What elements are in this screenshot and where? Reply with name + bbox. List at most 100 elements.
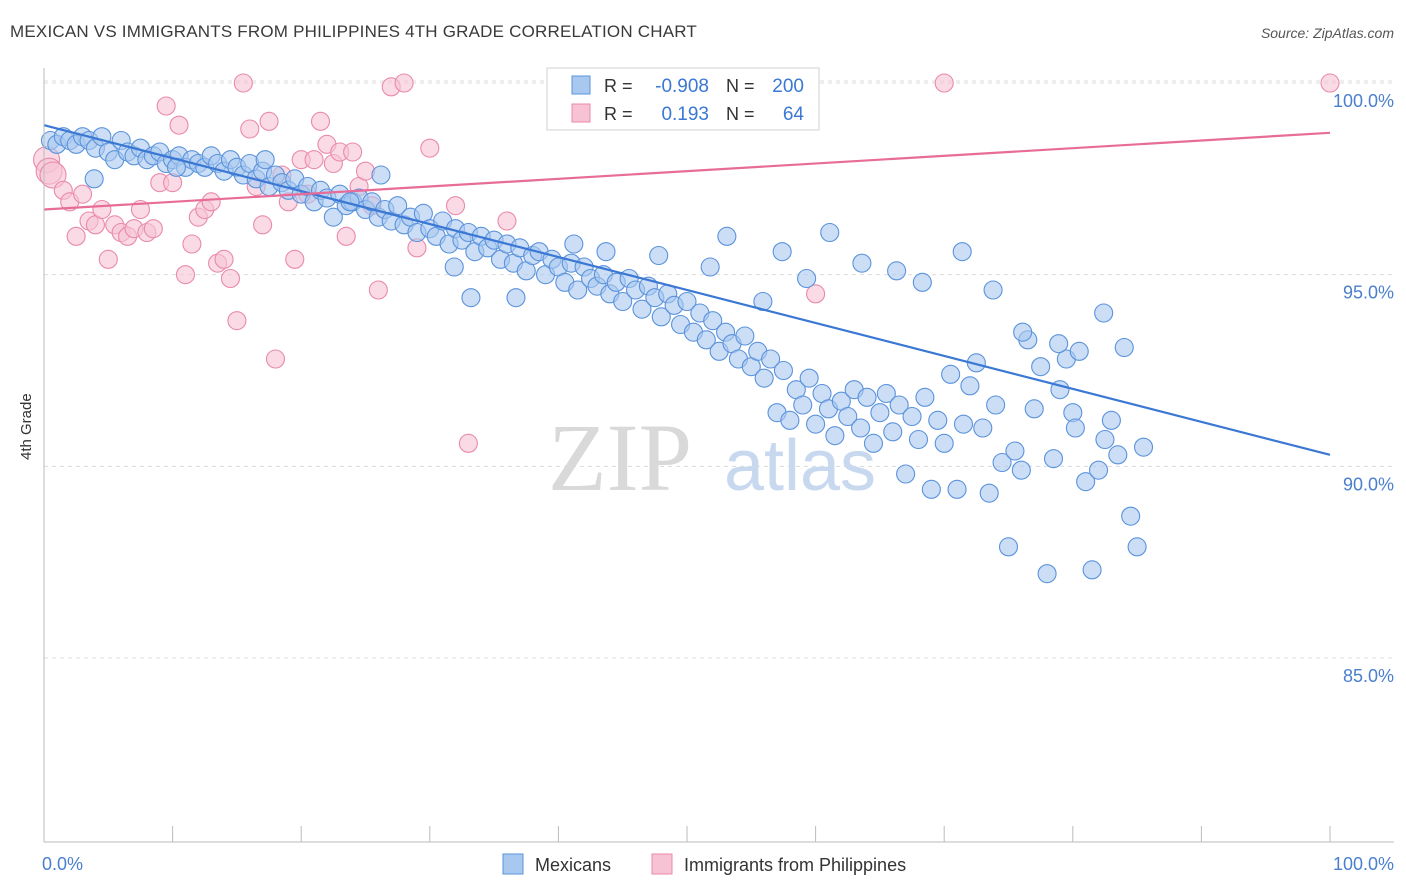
philippines-point-31 xyxy=(233,73,253,93)
mexicans-point-186 xyxy=(797,268,817,289)
mexicans-point-119 xyxy=(806,414,826,434)
mexicans-point-161 xyxy=(1076,472,1096,492)
mexicans-point-112 xyxy=(761,349,781,369)
legend-r-value-1: -0.908 xyxy=(655,76,709,97)
mexicans-point-136 xyxy=(915,387,935,407)
mexicans-point-160 xyxy=(1069,341,1089,361)
philippines-point-61 xyxy=(806,284,826,304)
philippines-point-52 xyxy=(368,280,388,300)
mexicans-point-92 xyxy=(632,299,652,319)
trend-lines xyxy=(43,124,1331,456)
mexicans-point-187 xyxy=(820,222,840,243)
mexicans-point-155 xyxy=(1037,564,1057,584)
philippines-point-48 xyxy=(343,142,363,162)
mexicans-point-127 xyxy=(857,387,877,407)
mexicans-point-102 xyxy=(696,330,716,350)
philippines-point-28 xyxy=(214,249,234,269)
legend-n-label-2: N = xyxy=(726,104,755,124)
philippines-point-10 xyxy=(98,249,118,269)
philippines-point-47 xyxy=(336,226,356,246)
philippines-point-56 xyxy=(420,138,440,158)
x-tick-label-min: 0.0% xyxy=(42,854,83,874)
philippines-point-54 xyxy=(394,73,414,93)
mexicans-point-176 xyxy=(444,257,464,277)
philippines-point-21 xyxy=(169,115,189,135)
mexicans-point-131 xyxy=(883,422,903,442)
series-legend-label-philippines: Immigrants from Philippines xyxy=(684,855,906,875)
series-legend-swatch-mexicans xyxy=(502,853,524,875)
legend-n-value-2: 64 xyxy=(783,104,805,125)
philippines-point-43 xyxy=(310,111,331,131)
philippines-point-57 xyxy=(445,196,466,216)
mexicans-point-180 xyxy=(596,242,616,262)
mexicans-point-182 xyxy=(700,257,720,277)
mexicans-point-54 xyxy=(388,196,408,216)
mexicans-point-151 xyxy=(1011,460,1031,480)
mexicans-point-142 xyxy=(953,414,974,434)
mexicans-point-126 xyxy=(851,418,871,438)
mexicans-point-118 xyxy=(799,368,819,388)
mexicans-point-95 xyxy=(651,307,671,327)
mexicans-point-148 xyxy=(992,452,1012,473)
mexicans-point-156 xyxy=(1043,449,1064,469)
mexicans-point-140 xyxy=(941,364,961,384)
y-tick-labels: 85.0% 90.0% 95.0% 100.0% xyxy=(1333,91,1394,686)
philippines-point-29 xyxy=(220,268,241,289)
mexicans-point-146 xyxy=(979,483,999,503)
philippines-point-2 xyxy=(39,161,67,189)
mexicans-point-114 xyxy=(773,360,794,381)
mexicans-point-165 xyxy=(1101,410,1121,430)
series-legend-label-mexicans: Mexicans xyxy=(535,855,611,875)
mexicans-point-167 xyxy=(1114,337,1134,358)
philippines-point-63 xyxy=(1320,73,1340,93)
philippines-point-17 xyxy=(143,219,163,239)
philippines-point-39 xyxy=(285,249,305,269)
philippines-point-34 xyxy=(253,215,273,235)
mexicans-point-145 xyxy=(973,418,993,438)
philippines-points xyxy=(33,73,1340,453)
philippines-point-19 xyxy=(156,96,176,116)
mexicans-point-141 xyxy=(947,479,967,499)
y-tick-label-2: 95.0% xyxy=(1343,283,1394,303)
y-tick-label-0: 85.0% xyxy=(1343,666,1394,686)
mexicans-point-108 xyxy=(735,326,755,346)
mexicans-point-183 xyxy=(717,226,737,246)
philippines-point-36 xyxy=(265,349,286,369)
mexicans-point-153 xyxy=(1024,399,1044,419)
mexicans-point-168 xyxy=(1121,506,1141,526)
mexicans-point-177 xyxy=(461,288,481,308)
mexicans-point-173 xyxy=(255,150,275,170)
philippines-point-30 xyxy=(227,311,247,331)
y-tick-label-3: 100.0% xyxy=(1333,91,1394,111)
mexicans-point-194 xyxy=(1049,334,1069,354)
mexicans-point-44 xyxy=(323,207,343,227)
mexicans-point-117 xyxy=(793,395,813,415)
legend-n-label-1: N = xyxy=(726,76,755,96)
philippines-point-32 xyxy=(240,119,260,139)
series-legend: Mexicans Immigrants from Philippines xyxy=(502,853,906,875)
correlation-legend: R = -0.908 N = 200 R = 0.193 N = 64 xyxy=(546,67,820,131)
legend-r-value-2: 0.193 xyxy=(661,104,709,125)
mexicans-point-138 xyxy=(928,410,948,430)
watermark-atlas: atlas xyxy=(724,426,876,506)
mexicans-point-124 xyxy=(838,406,858,427)
mexicans-point-166 xyxy=(1108,445,1128,465)
mexicans-point-192 xyxy=(983,280,1003,300)
mexicans-point-122 xyxy=(825,426,845,446)
series-legend-swatch-philippines xyxy=(651,853,673,875)
chart-title: MEXICAN VS IMMIGRANTS FROM PHILIPPINES 4… xyxy=(10,22,697,41)
philippines-point-9 xyxy=(92,199,112,220)
x-tick-labels: 0.0% 100.0% xyxy=(42,854,1394,874)
mexicans-point-111 xyxy=(754,368,774,388)
mexicans-point-135 xyxy=(908,429,929,450)
mexicans-point-143 xyxy=(960,376,980,396)
mexicans-point-130 xyxy=(876,383,896,404)
mexicans-point-191 xyxy=(952,242,972,262)
mexicans-point-128 xyxy=(863,433,884,453)
mexicans-point-175 xyxy=(371,165,391,185)
legend-n-value-1: 200 xyxy=(772,76,804,97)
legend-r-label-1: R = xyxy=(604,76,633,96)
philippines-point-58 xyxy=(458,433,478,453)
mexicans-trend-line xyxy=(43,124,1331,456)
